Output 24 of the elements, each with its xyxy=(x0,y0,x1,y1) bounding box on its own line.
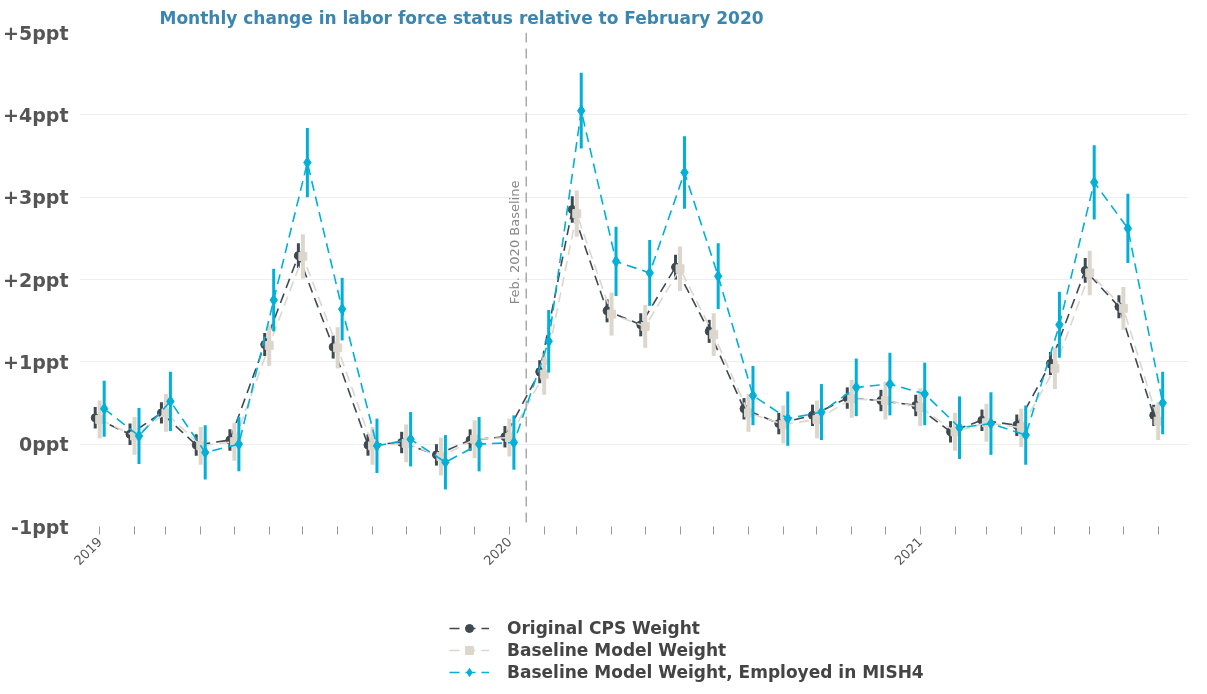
ref-line-label: Feb. 2020 Baseline xyxy=(507,180,523,305)
point xyxy=(298,251,308,261)
point xyxy=(333,343,343,353)
y-tick-label: +3ppt xyxy=(3,186,69,209)
y-tick-label: +1ppt xyxy=(3,350,69,373)
point xyxy=(539,369,549,379)
point xyxy=(607,309,617,319)
legend-label: Original CPS Weight xyxy=(507,618,700,638)
point xyxy=(1085,268,1095,278)
point xyxy=(640,321,650,331)
point xyxy=(709,330,719,340)
y-tick-label: -1ppt xyxy=(11,515,69,538)
y-tick-label: +5ppt xyxy=(3,21,69,44)
y-tick-label: 0ppt xyxy=(19,433,69,456)
point xyxy=(1050,363,1060,373)
point xyxy=(572,209,582,219)
point xyxy=(675,264,685,274)
y-tick-label: +4ppt xyxy=(3,103,69,126)
point xyxy=(1118,303,1128,313)
legend-label: Baseline Model Weight xyxy=(507,640,727,660)
legend-label: Baseline Model Weight, Employed in MISH4 xyxy=(507,662,924,682)
chart-title: Monthly change in labor force status relative to February 2020 xyxy=(159,7,764,28)
y-tick-label: +2ppt xyxy=(3,268,69,291)
point xyxy=(264,340,274,350)
